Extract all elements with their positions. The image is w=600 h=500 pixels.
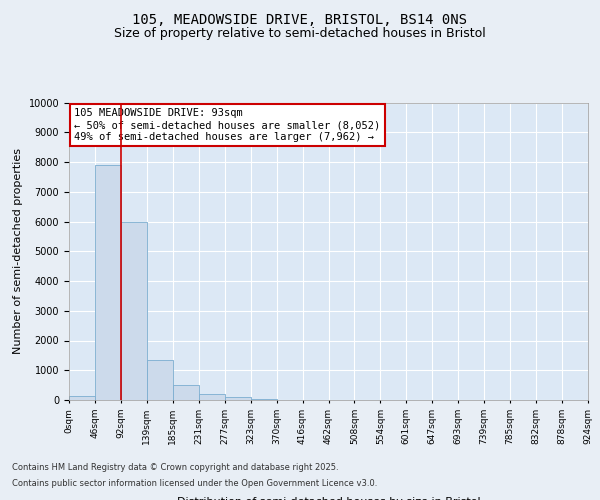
X-axis label: Distribution of semi-detached houses by size in Bristol: Distribution of semi-detached houses by … — [176, 497, 481, 500]
Text: 105 MEADOWSIDE DRIVE: 93sqm
← 50% of semi-detached houses are smaller (8,052)
49: 105 MEADOWSIDE DRIVE: 93sqm ← 50% of sem… — [74, 108, 380, 142]
Text: 105, MEADOWSIDE DRIVE, BRISTOL, BS14 0NS: 105, MEADOWSIDE DRIVE, BRISTOL, BS14 0NS — [133, 12, 467, 26]
Text: Size of property relative to semi-detached houses in Bristol: Size of property relative to semi-detach… — [114, 28, 486, 40]
Bar — [95, 165, 121, 400]
Bar — [121, 222, 147, 400]
Bar — [173, 385, 199, 400]
Y-axis label: Number of semi-detached properties: Number of semi-detached properties — [13, 148, 23, 354]
Bar — [69, 396, 95, 400]
Text: Contains HM Land Registry data © Crown copyright and database right 2025.: Contains HM Land Registry data © Crown c… — [12, 464, 338, 472]
Bar — [251, 399, 277, 400]
Bar — [147, 360, 173, 400]
Bar — [199, 394, 224, 400]
Text: Contains public sector information licensed under the Open Government Licence v3: Contains public sector information licen… — [12, 478, 377, 488]
Bar — [225, 397, 251, 400]
